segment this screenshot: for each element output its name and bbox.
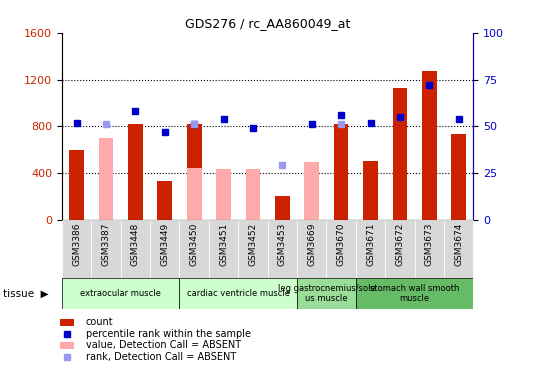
Text: leg gastrocnemius/sole
us muscle: leg gastrocnemius/sole us muscle — [278, 284, 376, 303]
Bar — [246, 169, 260, 220]
Bar — [60, 319, 74, 326]
Text: GSM3387: GSM3387 — [102, 223, 110, 266]
Bar — [150, 220, 180, 278]
Bar — [356, 278, 473, 309]
Bar — [216, 169, 231, 220]
Text: GSM3674: GSM3674 — [454, 223, 463, 266]
Bar — [385, 220, 415, 278]
Text: GSM3450: GSM3450 — [190, 223, 199, 266]
Text: GSM3672: GSM3672 — [395, 223, 405, 266]
Bar — [393, 88, 407, 220]
Bar — [327, 220, 356, 278]
Bar — [62, 278, 180, 309]
Bar — [334, 124, 349, 220]
Bar — [121, 220, 150, 278]
Bar — [69, 150, 84, 220]
Bar — [297, 278, 356, 309]
Bar — [60, 341, 74, 349]
Text: GSM3453: GSM3453 — [278, 223, 287, 266]
Bar — [238, 220, 268, 278]
Bar — [297, 220, 327, 278]
Text: stomach wall smooth
muscle: stomach wall smooth muscle — [370, 284, 459, 303]
Bar — [305, 163, 319, 220]
Bar — [444, 220, 473, 278]
Bar — [422, 71, 437, 220]
Text: GSM3386: GSM3386 — [72, 223, 81, 266]
Bar — [209, 220, 238, 278]
Text: value, Detection Call = ABSENT: value, Detection Call = ABSENT — [86, 340, 241, 350]
Bar — [187, 124, 202, 220]
Text: extraocular muscle: extraocular muscle — [80, 289, 161, 298]
Text: GSM3448: GSM3448 — [131, 223, 140, 266]
Bar — [275, 196, 289, 220]
Text: GSM3673: GSM3673 — [425, 223, 434, 266]
Bar — [98, 138, 114, 220]
Bar — [415, 220, 444, 278]
Text: rank, Detection Call = ABSENT: rank, Detection Call = ABSENT — [86, 352, 236, 362]
Text: GSM3452: GSM3452 — [249, 223, 258, 266]
Text: GSM3669: GSM3669 — [307, 223, 316, 266]
Title: GDS276 / rc_AA860049_at: GDS276 / rc_AA860049_at — [185, 17, 350, 30]
Text: GSM3671: GSM3671 — [366, 223, 375, 266]
Bar — [356, 220, 385, 278]
Text: GSM3451: GSM3451 — [219, 223, 228, 266]
Bar — [62, 220, 91, 278]
Bar — [91, 220, 121, 278]
Bar — [451, 134, 466, 220]
Bar — [180, 220, 209, 278]
Text: percentile rank within the sample: percentile rank within the sample — [86, 329, 251, 339]
Bar — [180, 278, 297, 309]
Text: GSM3670: GSM3670 — [337, 223, 345, 266]
Bar — [128, 124, 143, 220]
Text: cardiac ventricle muscle: cardiac ventricle muscle — [187, 289, 290, 298]
Text: tissue  ▶: tissue ▶ — [3, 289, 48, 299]
Bar — [187, 168, 202, 220]
Bar — [158, 181, 172, 220]
Text: count: count — [86, 317, 114, 327]
Bar — [363, 161, 378, 220]
Bar — [267, 220, 297, 278]
Text: GSM3449: GSM3449 — [160, 223, 169, 266]
